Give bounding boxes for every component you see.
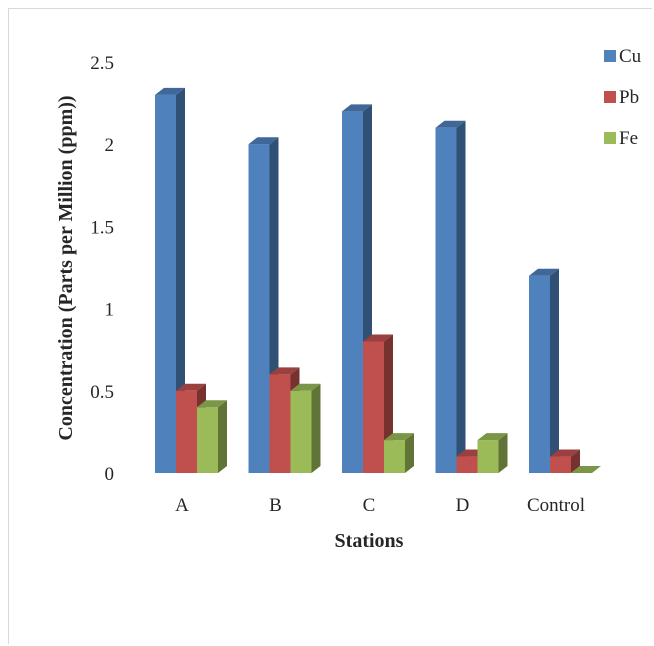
- x-axis-categories: A B C D Control: [175, 495, 585, 516]
- y-axis-title: Concentration (Parts per Million (ppm)): [55, 95, 77, 440]
- chart-frame: [8, 8, 652, 644]
- legend-item-cu: Cu: [604, 46, 642, 67]
- legend: Cu Pb Fe: [604, 46, 642, 149]
- y-tick-label: 0: [105, 464, 115, 485]
- x-tick-label: C: [363, 495, 376, 516]
- legend-item-pb: Pb: [604, 87, 639, 108]
- legend-label: Pb: [619, 87, 639, 108]
- x-axis-title: Stations: [335, 530, 404, 552]
- bar-fe-control: [571, 466, 601, 473]
- legend-label: Cu: [619, 46, 642, 67]
- x-tick-label: D: [456, 495, 470, 516]
- bar-fe-d: [477, 433, 508, 473]
- x-tick-label: B: [269, 495, 282, 516]
- bar-fe-b: [290, 383, 321, 473]
- x-tick-label: A: [175, 495, 189, 516]
- x-tick-label: Control: [527, 495, 585, 516]
- y-tick-label: 2: [105, 135, 115, 156]
- bar-cu-d: [435, 120, 466, 473]
- y-tick-label: 0.5: [90, 382, 114, 403]
- y-axis-ticks: 0 0.5 1 1.5 2 2.5: [90, 53, 114, 485]
- bars: [155, 87, 601, 473]
- legend-swatch: [604, 50, 616, 62]
- legend-swatch: [604, 132, 616, 144]
- bar-pb-control: [550, 449, 580, 473]
- bar-cu-a: [155, 87, 185, 473]
- legend-item-fe: Fe: [604, 128, 638, 149]
- bar-fe-a: [197, 400, 227, 473]
- bar-fe-c: [384, 433, 414, 473]
- bar-cu-control: [529, 268, 559, 473]
- y-tick-label: 1: [105, 300, 115, 321]
- legend-swatch: [604, 91, 616, 103]
- legend-label: Fe: [619, 128, 638, 149]
- y-tick-label: 2.5: [90, 53, 114, 74]
- y-tick-label: 1.5: [90, 217, 114, 238]
